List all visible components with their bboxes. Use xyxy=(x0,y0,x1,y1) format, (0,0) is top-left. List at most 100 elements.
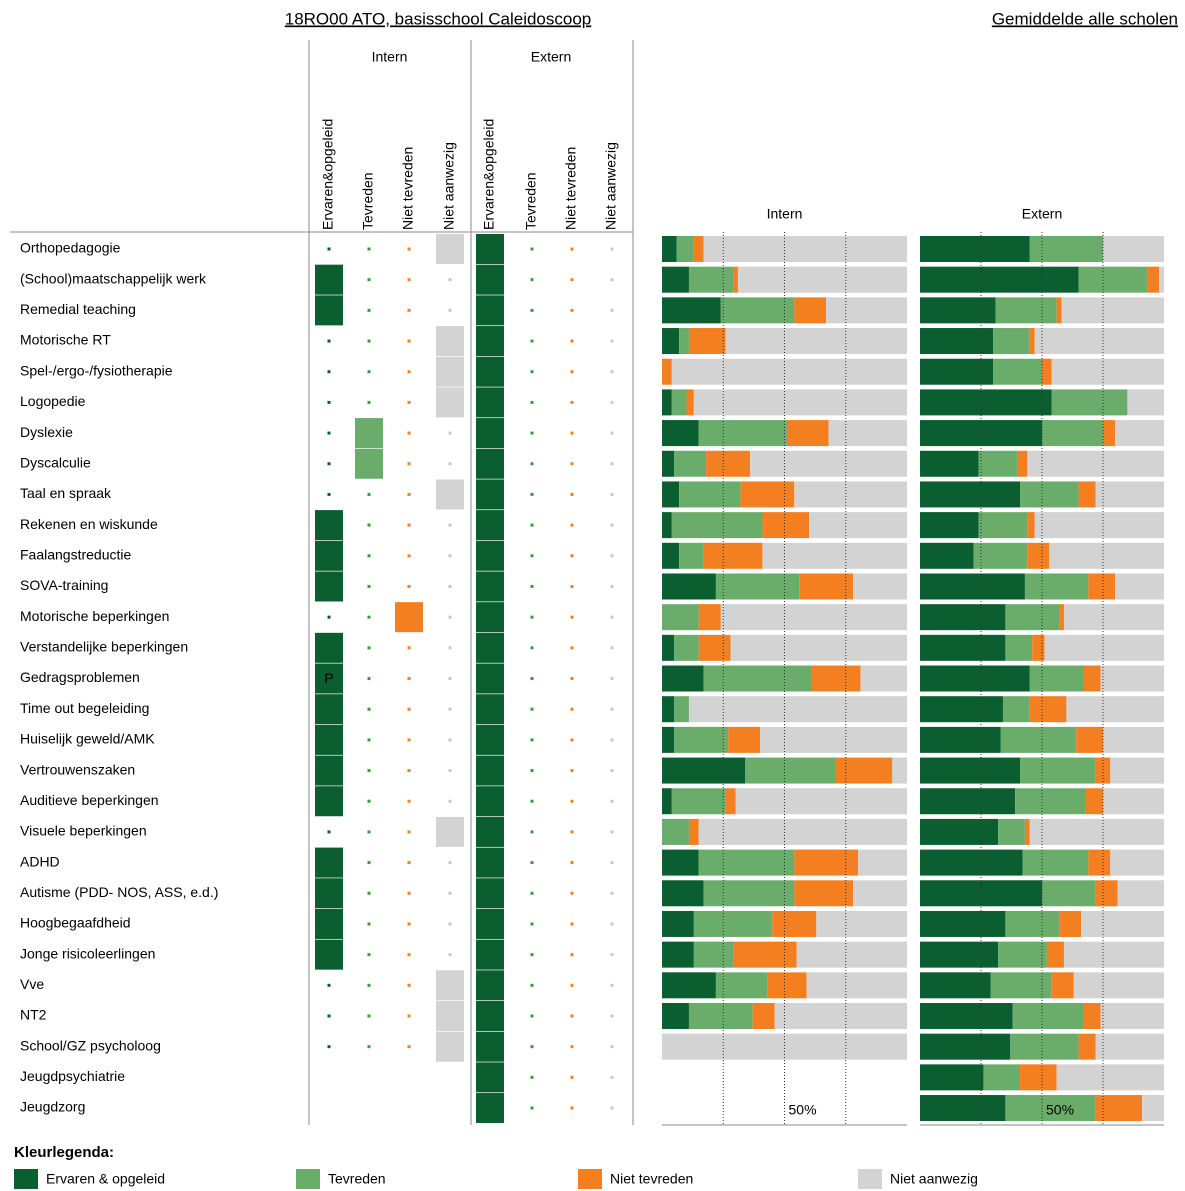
bar-segment xyxy=(698,420,787,447)
cell-dot xyxy=(570,462,574,466)
cell-dot xyxy=(448,738,452,742)
bar-segment xyxy=(662,665,704,692)
bar-segment xyxy=(688,818,699,845)
bar-segment xyxy=(1029,236,1103,262)
cell-dot xyxy=(407,1045,411,1049)
bar-segment xyxy=(662,450,675,477)
cell-dot xyxy=(570,247,574,251)
cell-dot xyxy=(610,769,614,773)
cell-dot xyxy=(367,891,371,895)
cell-filled xyxy=(436,479,464,510)
bar-segment xyxy=(920,849,1023,876)
cell-dot xyxy=(530,738,534,742)
cell-dot xyxy=(407,769,411,773)
cell-filled xyxy=(315,786,343,817)
cell-dot xyxy=(610,431,614,435)
bar-segment xyxy=(920,573,1025,600)
row-label: Jeugdzorg xyxy=(20,1099,85,1115)
cell-filled xyxy=(476,418,504,449)
bar-segment xyxy=(1059,910,1082,937)
cell-dot xyxy=(610,922,614,926)
cell-filled xyxy=(476,632,504,663)
bar-segment xyxy=(995,297,1057,324)
bar-segment xyxy=(920,266,1079,293)
bar-segment xyxy=(920,788,1016,815)
bar-segment xyxy=(1095,757,1111,784)
cell-dot xyxy=(327,1014,331,1018)
cell-filled xyxy=(476,1093,504,1124)
cell-dot xyxy=(610,400,614,404)
cell-dot xyxy=(570,738,574,742)
cell-dot xyxy=(570,1075,574,1079)
row-label: Verstandelijke beperkingen xyxy=(20,639,188,655)
cell-dot xyxy=(327,983,331,987)
row-label: Motorische beperkingen xyxy=(20,608,169,624)
bar-segment xyxy=(1103,726,1164,753)
bar-segment xyxy=(920,634,1006,661)
cell-dot xyxy=(610,462,614,466)
bar-segment xyxy=(1042,358,1052,385)
cell-dot xyxy=(448,861,452,865)
bar-segment xyxy=(662,818,689,845)
bar-segment xyxy=(760,726,907,753)
bar-segment xyxy=(1015,788,1086,815)
bar-segment xyxy=(1059,604,1064,631)
cell-dot xyxy=(610,247,614,251)
bar-segment xyxy=(920,358,994,385)
cell-filled xyxy=(436,970,464,1001)
row-label: Gedragsproblemen xyxy=(20,669,140,685)
bar-segment xyxy=(983,1064,1021,1091)
bar-segment xyxy=(662,910,694,937)
bar-segment xyxy=(1051,389,1128,416)
bar-segment xyxy=(762,512,809,539)
bar-segment xyxy=(767,972,807,999)
bar-segment xyxy=(674,726,729,753)
bar-segment xyxy=(978,512,1028,539)
cell-dot xyxy=(327,615,331,619)
cell-dot xyxy=(570,677,574,681)
bar-segment xyxy=(1066,696,1164,723)
cell-dot xyxy=(448,431,452,435)
bar-segment xyxy=(1083,1003,1101,1029)
bar-segment xyxy=(1010,1033,1079,1060)
row-label: Logopedie xyxy=(20,393,86,409)
column-header: Niet aanwezig xyxy=(441,142,457,230)
bar-segment xyxy=(772,910,817,937)
cell-dot xyxy=(407,738,411,742)
row-label: Vve xyxy=(20,976,44,992)
row-label: Jeugdpsychiatrie xyxy=(20,1068,125,1084)
row-label: Vertrouwenszaken xyxy=(20,761,135,777)
subtitle: Gemiddelde alle scholen xyxy=(992,9,1178,28)
row-label: Rekenen en wiskunde xyxy=(20,516,158,532)
cell-dot xyxy=(570,1014,574,1018)
cell-dot xyxy=(448,308,452,312)
legend-swatch xyxy=(858,1169,882,1189)
bar-segment xyxy=(1034,328,1164,355)
cell-dot xyxy=(570,278,574,282)
bar-segment xyxy=(1029,818,1164,845)
bar-segment xyxy=(671,358,907,385)
row-label: Motorische RT xyxy=(20,332,111,348)
bar-segment xyxy=(662,788,672,815)
bar-segment xyxy=(693,910,773,937)
cell-dot xyxy=(530,677,534,681)
bar-segment xyxy=(1159,266,1164,293)
cell-filled xyxy=(476,326,504,357)
bar-segment xyxy=(806,972,907,999)
bar-segment xyxy=(920,328,994,355)
bar-segment xyxy=(1095,481,1164,508)
cell-filled xyxy=(436,356,464,387)
cell-dot xyxy=(407,799,411,803)
bar-segment xyxy=(1005,604,1060,631)
cell-dot xyxy=(570,646,574,650)
cell-dot xyxy=(570,922,574,926)
cell-dot xyxy=(610,983,614,987)
cell-dot xyxy=(610,523,614,527)
cell-dot xyxy=(530,431,534,435)
cell-dot xyxy=(530,953,534,957)
cell-filled xyxy=(476,694,504,725)
cell-dot xyxy=(407,646,411,650)
bar-segment xyxy=(1117,880,1164,907)
cell-dot xyxy=(367,584,371,588)
cell-dot xyxy=(367,646,371,650)
